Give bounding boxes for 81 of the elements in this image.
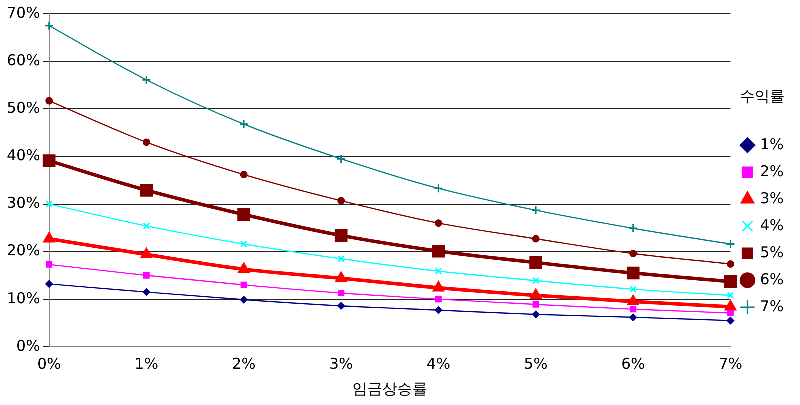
point (338, 255, 345, 263)
x-tick-label: 3% (329, 354, 354, 373)
legend-label: 1% (760, 135, 784, 154)
point (727, 310, 734, 316)
point (46, 97, 54, 105)
point (435, 296, 442, 303)
point (630, 286, 637, 294)
y-tick-label: 50% (6, 99, 40, 118)
point (238, 262, 250, 274)
point (630, 306, 637, 313)
point (727, 292, 734, 300)
point (338, 197, 346, 205)
legend-label: 7% (760, 297, 784, 316)
point (532, 277, 540, 284)
point (240, 282, 248, 288)
point (532, 301, 540, 308)
x-tick-label: 0% (37, 354, 62, 373)
point (239, 120, 249, 130)
point (336, 154, 346, 164)
x-tick-label: 4% (426, 354, 451, 373)
point (238, 208, 250, 222)
legend-label: 4% (760, 216, 784, 234)
point (338, 290, 345, 296)
x-tick-label: 2% (232, 354, 256, 373)
point (240, 296, 248, 304)
point (726, 239, 736, 249)
point (143, 222, 150, 230)
point (335, 272, 348, 282)
point (142, 288, 150, 296)
point (142, 138, 150, 146)
x-axis-title: 임금상승률 (352, 380, 428, 398)
point (43, 232, 56, 243)
point (240, 240, 248, 248)
y-tick-label: 60% (6, 51, 40, 70)
legend-label: 2% (760, 162, 784, 180)
point (530, 256, 542, 270)
point (627, 295, 640, 306)
x-tick-label: 5% (524, 354, 548, 373)
point (532, 235, 540, 243)
y-tick-label: 10% (6, 289, 40, 308)
point (630, 250, 638, 258)
x-tick-label: 1% (134, 354, 159, 373)
point (143, 272, 150, 279)
point (724, 300, 737, 311)
legend-label: 5% (760, 243, 784, 262)
point (626, 266, 640, 280)
y-tick-label: 40% (6, 146, 40, 165)
point (532, 310, 540, 318)
point (140, 184, 154, 197)
x-tick-label: 6% (621, 354, 646, 373)
point (142, 75, 152, 85)
y-tick-label: 20% (6, 242, 40, 260)
point (46, 280, 54, 288)
point (531, 206, 541, 216)
point (434, 184, 444, 194)
point (628, 224, 638, 234)
y-tick-label: 30% (6, 194, 40, 212)
point (724, 275, 738, 288)
x-tick-label: 7% (718, 354, 743, 373)
point (432, 281, 445, 292)
legend-title: 수익률 (740, 87, 785, 106)
point (338, 302, 346, 310)
point (334, 229, 348, 242)
point (726, 317, 734, 325)
point (140, 248, 153, 258)
point (530, 288, 542, 300)
point (46, 200, 53, 208)
point (435, 268, 442, 275)
point (434, 220, 442, 228)
legend-label: 6% (760, 270, 784, 288)
y-tick-label: 70% (6, 4, 40, 22)
point (42, 154, 56, 168)
point (432, 244, 446, 258)
point (46, 261, 53, 268)
point (630, 314, 638, 322)
point (434, 306, 442, 314)
point (240, 171, 248, 179)
y-tick-label: 0% (16, 336, 40, 355)
point (726, 260, 734, 268)
legend-label: 3% (760, 189, 784, 208)
point (44, 21, 54, 31)
